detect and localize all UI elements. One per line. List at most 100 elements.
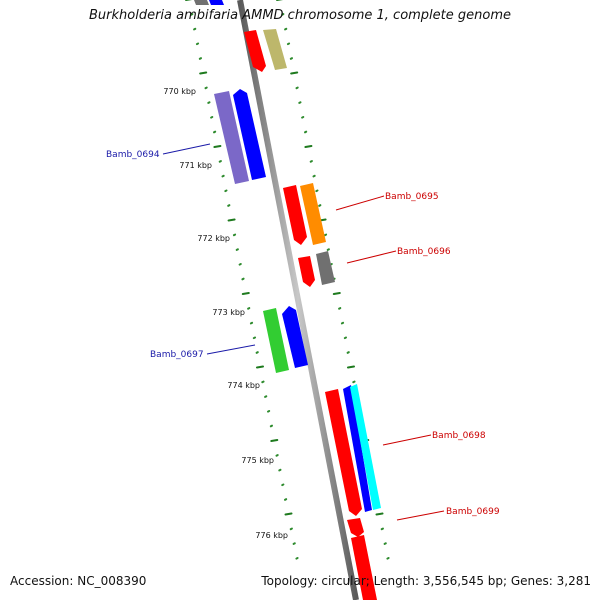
left-track-minor-tick xyxy=(198,57,202,60)
gene-top-gray[interactable] xyxy=(194,0,209,5)
accession-text: Accession: NC_008390 xyxy=(10,574,147,588)
left-track-major-tick xyxy=(256,365,264,369)
right-track-minor-tick xyxy=(343,336,347,340)
right-track-minor-tick xyxy=(340,321,345,325)
right-track-major-tick xyxy=(304,145,313,148)
left-track-major-tick xyxy=(227,218,236,222)
right-track-minor-tick xyxy=(346,351,350,354)
leader-line-bamb0699 xyxy=(396,510,445,521)
tick-label-772: 772 kbp xyxy=(197,234,230,243)
left-track-minor-tick xyxy=(261,380,265,384)
left-track-minor-tick xyxy=(195,42,200,46)
gene-blue-bamb0697[interactable] xyxy=(282,306,308,368)
tick-label-775: 775 kbp xyxy=(241,456,274,465)
left-track-minor-tick xyxy=(241,277,245,281)
left-track-minor-tick xyxy=(190,13,194,16)
right-track-minor-tick xyxy=(284,27,288,31)
gene-red-bamb0699[interactable] xyxy=(347,518,364,537)
left-track-minor-tick xyxy=(207,101,211,104)
left-track-minor-tick xyxy=(267,410,271,413)
gene-label-bamb0694[interactable]: Bamb_0694 xyxy=(106,150,160,160)
left-track-minor-tick xyxy=(289,527,293,531)
right-track-minor-tick xyxy=(312,174,316,178)
left-track-major-tick xyxy=(199,71,208,75)
left-track-minor-tick xyxy=(221,174,225,178)
gene-track xyxy=(194,0,381,600)
gene-red-bamb0696[interactable] xyxy=(298,256,315,287)
tick-label-771: 771 kbp xyxy=(179,161,212,170)
right-track-major-tick xyxy=(332,292,341,295)
gene-red-bamb0695[interactable] xyxy=(283,185,307,245)
right-track-minor-tick xyxy=(318,204,322,207)
gene-top-blue[interactable] xyxy=(209,0,224,5)
gene-label-bamb0699[interactable]: Bamb_0699 xyxy=(446,507,500,517)
left-track-major-tick xyxy=(284,512,293,516)
gene-label-bamb0696[interactable]: Bamb_0696 xyxy=(397,247,451,257)
left-track-minor-tick xyxy=(275,454,279,457)
gene-label-bamb0697[interactable]: Bamb_0697 xyxy=(150,350,204,360)
tick-label-774: 774 kbp xyxy=(227,381,260,390)
gene-red-bamb0698[interactable] xyxy=(325,389,362,516)
left-track-minor-tick xyxy=(264,395,268,398)
gene-blue-bamb0694[interactable] xyxy=(233,89,266,180)
chromosome-backbone xyxy=(237,0,359,600)
gene-gray-bamb0696[interactable] xyxy=(316,251,335,285)
gene-purple-bamb0694[interactable] xyxy=(214,91,249,184)
gene-label-bamb0695[interactable]: Bamb_0695 xyxy=(385,192,439,202)
left-track-minor-tick xyxy=(269,424,273,428)
left-track-minor-tick xyxy=(281,483,285,487)
gene-top-red[interactable] xyxy=(244,30,266,72)
leader-line-bamb0698 xyxy=(382,434,432,446)
right-track-minor-tick xyxy=(301,116,305,119)
left-track-major-tick xyxy=(270,439,279,442)
right-track-minor-tick xyxy=(386,557,390,560)
gene-orange-bamb0695[interactable] xyxy=(300,183,326,245)
gene-blue-bamb0698[interactable] xyxy=(343,385,372,512)
left-track-minor-tick xyxy=(204,86,208,90)
left-track-minor-tick xyxy=(292,542,296,545)
gene-green-bamb0697[interactable] xyxy=(263,308,289,373)
left-track-major-tick xyxy=(213,145,222,148)
left-tick-track xyxy=(185,0,299,560)
right-track-major-tick xyxy=(290,71,299,75)
left-track-minor-tick xyxy=(255,351,259,354)
right-track-major-tick xyxy=(347,365,355,369)
left-track-major-tick xyxy=(241,292,250,295)
right-track-minor-tick xyxy=(352,380,356,384)
right-track-major-tick xyxy=(375,512,384,516)
left-track-minor-tick xyxy=(249,321,254,325)
right-track-minor-tick xyxy=(309,160,313,163)
genome-summary-text: Topology: circular; Length: 3,556,545 bp… xyxy=(261,574,591,588)
left-track-minor-tick xyxy=(224,189,228,193)
left-track-minor-tick xyxy=(227,204,231,207)
right-track-minor-tick xyxy=(315,189,319,193)
left-track-minor-tick xyxy=(278,468,282,472)
right-track-minor-tick xyxy=(289,57,293,60)
tick-label-776: 776 kbp xyxy=(255,531,288,540)
left-track-minor-tick xyxy=(193,27,197,31)
left-track-minor-tick xyxy=(235,248,239,251)
right-track-minor-tick xyxy=(281,13,285,16)
left-track-minor-tick xyxy=(295,557,299,560)
leader-line-bamb0694 xyxy=(162,143,211,155)
leader-line-bamb0697 xyxy=(206,344,256,355)
gene-red-bottom[interactable] xyxy=(351,535,377,600)
left-track-minor-tick xyxy=(238,263,242,266)
left-track-minor-tick xyxy=(232,233,237,237)
left-track-minor-tick xyxy=(247,307,251,310)
gene-cyan-bamb0698[interactable] xyxy=(350,384,381,510)
left-track-minor-tick xyxy=(213,130,217,134)
right-track-minor-tick xyxy=(383,542,387,545)
right-track-minor-tick xyxy=(326,248,330,251)
right-track-minor-tick xyxy=(304,130,308,134)
right-track-minor-tick xyxy=(298,101,302,104)
leader-line-bamb0696 xyxy=(346,250,397,264)
left-track-minor-tick xyxy=(218,160,222,163)
right-track-minor-tick xyxy=(338,307,342,310)
gene-top-olive[interactable] xyxy=(263,29,287,70)
tick-label-773: 773 kbp xyxy=(212,308,245,317)
gene-label-bamb0698[interactable]: Bamb_0698 xyxy=(432,431,486,441)
right-track-minor-tick xyxy=(380,527,384,531)
